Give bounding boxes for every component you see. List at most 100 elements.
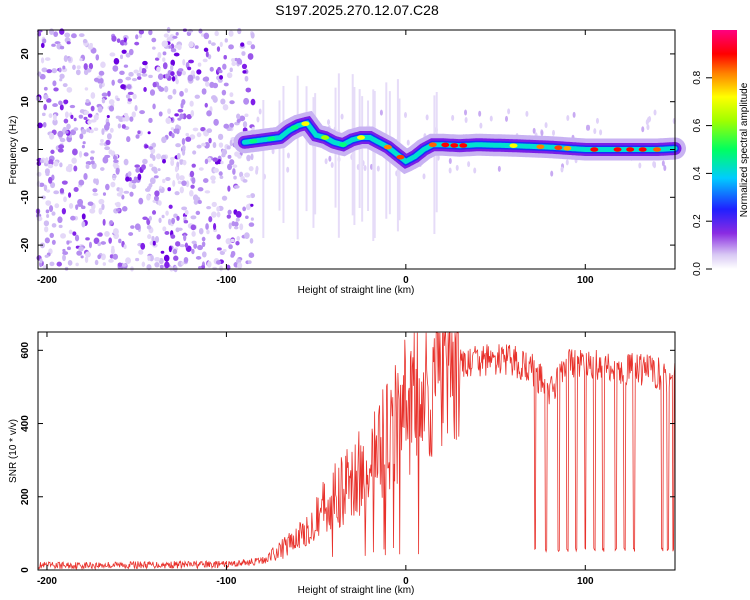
noise-blob (54, 203, 60, 209)
noise-blob (66, 41, 71, 45)
noise-blob (148, 215, 152, 221)
ridge-hotspot (590, 147, 599, 152)
noise-blob (198, 227, 204, 235)
noise-blob (286, 166, 290, 173)
x-tick-label: -200 (37, 576, 57, 587)
noise-blob (190, 224, 197, 231)
noise-blob (133, 69, 139, 74)
noise-blob (162, 226, 167, 232)
noise-blob (213, 223, 217, 231)
noise-blob (169, 34, 175, 41)
noise-blob (185, 180, 190, 188)
noise-blob (119, 70, 125, 76)
noise-blob (58, 224, 63, 229)
noise-blob (121, 49, 127, 54)
noise-blob (56, 261, 62, 267)
noise-blob (112, 65, 119, 72)
noise-blob (243, 97, 250, 105)
noise-blob (214, 30, 219, 37)
noise-blob (111, 79, 115, 86)
noise-blob (236, 235, 241, 241)
noise-blob (202, 58, 208, 63)
ridge-hotspot (267, 136, 276, 142)
noise-blob (233, 221, 239, 227)
noise-blob (663, 164, 667, 171)
noise-blob (184, 209, 189, 216)
noise-blob (69, 104, 76, 109)
noise-blob (103, 123, 110, 131)
noise-blob (146, 224, 152, 230)
ridge-hotspot (554, 145, 563, 151)
noise-blob (229, 122, 235, 128)
noise-blob (106, 114, 110, 119)
y-tick-label: 400 (20, 415, 31, 432)
noise-blob (231, 61, 237, 67)
noise-blob (128, 181, 133, 188)
ridge-hotspot (441, 142, 450, 148)
noise-blob (507, 108, 511, 115)
noise-blob (51, 211, 56, 216)
noise-blob (158, 257, 164, 265)
noise-blob (181, 180, 187, 186)
noise-blob (157, 51, 162, 59)
noise-blob (51, 43, 56, 47)
noise-blob (190, 110, 195, 117)
noise-blob (241, 63, 248, 70)
noise-blob (143, 86, 147, 92)
noise-blob (645, 119, 649, 126)
noise-blob (92, 188, 98, 193)
noise-blob (75, 204, 79, 210)
noise-blob (170, 159, 175, 167)
noise-blob (62, 254, 66, 262)
noise-blob (142, 216, 148, 220)
noise-blob (173, 52, 180, 57)
noise-blob (226, 145, 231, 150)
noise-blob (236, 57, 242, 65)
noise-blob (78, 179, 85, 186)
noise-blob (112, 155, 118, 161)
noise-blob (183, 257, 189, 264)
noise-blob (41, 67, 48, 73)
noise-blob (112, 253, 119, 260)
noise-blob (652, 161, 656, 168)
noise-blob (66, 240, 70, 245)
noise-blob (179, 90, 184, 97)
noise-blob (247, 53, 254, 60)
noise-blob (191, 231, 196, 237)
noise-blob (228, 44, 234, 50)
noise-blob (190, 184, 195, 189)
noise-blob (219, 75, 224, 80)
noise-blob (242, 70, 247, 74)
noise-blob (100, 167, 105, 171)
noise-blob (93, 77, 100, 82)
noise-blob (220, 98, 226, 105)
noise-blob (151, 142, 157, 148)
noise-blob (164, 73, 169, 79)
noise-blob (109, 220, 114, 225)
noise-blob (111, 174, 117, 179)
noise-blob (182, 144, 186, 151)
noise-blob (83, 116, 88, 120)
noise-blob (187, 74, 194, 82)
noise-blob (154, 256, 161, 262)
noise-blob (57, 148, 64, 153)
noise-blob (134, 223, 141, 231)
noise-blob (379, 109, 383, 116)
noise-blob (197, 187, 204, 192)
noise-blob (72, 148, 78, 156)
noise-blob (195, 210, 201, 216)
noise-blob (148, 74, 153, 79)
noise-blob (93, 114, 99, 121)
noise-blob (98, 70, 105, 76)
noise-blob (61, 180, 68, 185)
noise-blob (177, 68, 184, 72)
noise-blob (163, 254, 170, 262)
noise-blob (172, 88, 177, 95)
noise-blob (467, 161, 471, 168)
noise-blob (190, 215, 197, 220)
noise-blob (240, 42, 245, 47)
noise-blob (175, 31, 179, 36)
noise-blob (406, 139, 410, 146)
x-tick-label: 100 (577, 275, 594, 286)
noise-blob (141, 73, 148, 77)
